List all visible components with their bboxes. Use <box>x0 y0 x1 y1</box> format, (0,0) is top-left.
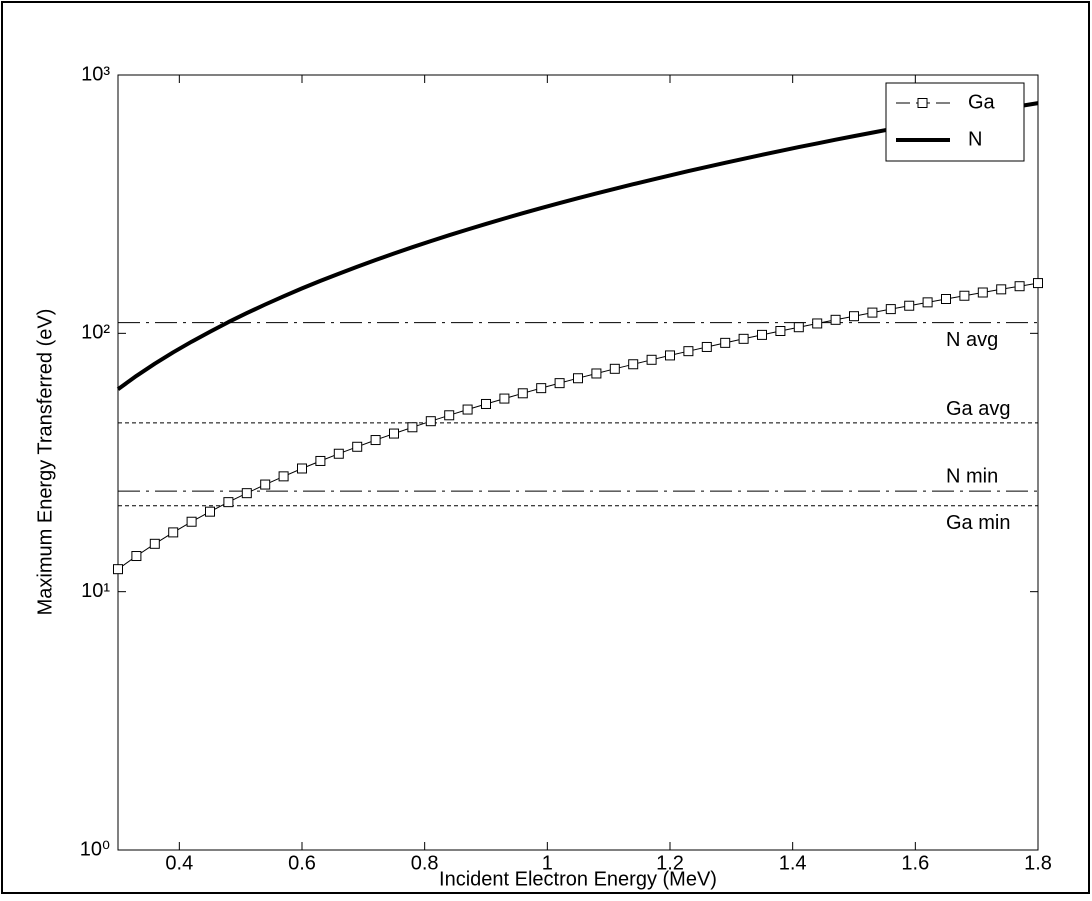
data-point <box>297 463 307 474</box>
data-point <box>370 435 381 446</box>
data-point <box>333 448 344 459</box>
data-point <box>977 287 988 298</box>
data-point <box>315 455 326 466</box>
x-tick-label: 1.6 <box>901 852 929 874</box>
data-point <box>352 441 363 452</box>
data-point <box>720 337 731 348</box>
x-tick-label: 1.2 <box>656 852 684 874</box>
data-point <box>885 304 896 315</box>
data-point <box>757 329 767 340</box>
y-tick-label: 10³ <box>81 63 110 85</box>
y-tick-label: 10⁰ <box>80 838 110 860</box>
reference-label: Ga min <box>946 512 1010 534</box>
data-point <box>775 326 786 337</box>
data-point <box>554 378 565 389</box>
data-point <box>812 318 823 329</box>
plot-area <box>117 74 1039 851</box>
x-tick-label: 0.8 <box>411 852 439 874</box>
x-tick-label: 1 <box>542 852 553 874</box>
y-tick-label: 10² <box>81 322 110 344</box>
data-point <box>407 422 418 433</box>
data-point <box>186 516 197 527</box>
data-point <box>849 311 859 322</box>
data-point <box>241 488 252 499</box>
legend: Ga N <box>885 82 1025 162</box>
data-point <box>205 506 215 517</box>
x-axis-label: Incident Electron Energy (MeV) <box>439 868 717 890</box>
data-point <box>922 297 933 308</box>
data-point <box>665 350 675 361</box>
data-point <box>628 359 639 370</box>
data-point <box>260 479 271 490</box>
data-point <box>499 393 510 404</box>
series-line <box>116 101 1039 391</box>
legend-box <box>885 82 1025 162</box>
data-point <box>444 410 455 421</box>
y-axis-label: Maximum Energy Transferred (eV) <box>34 309 56 616</box>
data-point <box>131 551 142 562</box>
data-point <box>609 363 620 374</box>
data-point <box>830 314 841 325</box>
reference-label: N min <box>946 465 998 487</box>
data-point <box>149 538 160 549</box>
data-point <box>701 341 712 352</box>
data-point <box>462 404 473 415</box>
data-point <box>738 333 749 344</box>
data-point <box>536 383 547 394</box>
x-tick-label: 1.8 <box>1024 852 1052 874</box>
data-point <box>941 294 951 305</box>
x-tick-label: 0.4 <box>165 852 193 874</box>
data-point <box>425 416 436 427</box>
y-tick-label: 10¹ <box>81 580 110 602</box>
data-point <box>389 428 399 439</box>
data-point <box>1033 278 1043 289</box>
data-point <box>867 307 878 318</box>
data-point <box>793 322 804 333</box>
data-point <box>517 388 528 399</box>
data-point <box>959 290 970 301</box>
data-point <box>223 497 234 508</box>
data-point <box>573 373 583 384</box>
reference-label: N avg <box>946 329 998 351</box>
x-tick-label: 1.4 <box>779 852 807 874</box>
data-point <box>996 284 1007 295</box>
legend-label: N <box>968 128 982 150</box>
data-point <box>683 346 694 357</box>
data-point <box>1014 281 1025 292</box>
data-point <box>278 471 289 482</box>
data-point <box>113 564 123 575</box>
data-point <box>168 527 179 538</box>
legend-label: Ga <box>968 91 996 113</box>
data-point <box>646 354 657 365</box>
data-point <box>591 368 602 379</box>
legend-marker <box>917 98 928 108</box>
x-tick-label: 0.6 <box>288 852 316 874</box>
data-point <box>904 300 915 311</box>
data-point <box>481 398 491 409</box>
reference-label: Ga avg <box>946 398 1010 420</box>
